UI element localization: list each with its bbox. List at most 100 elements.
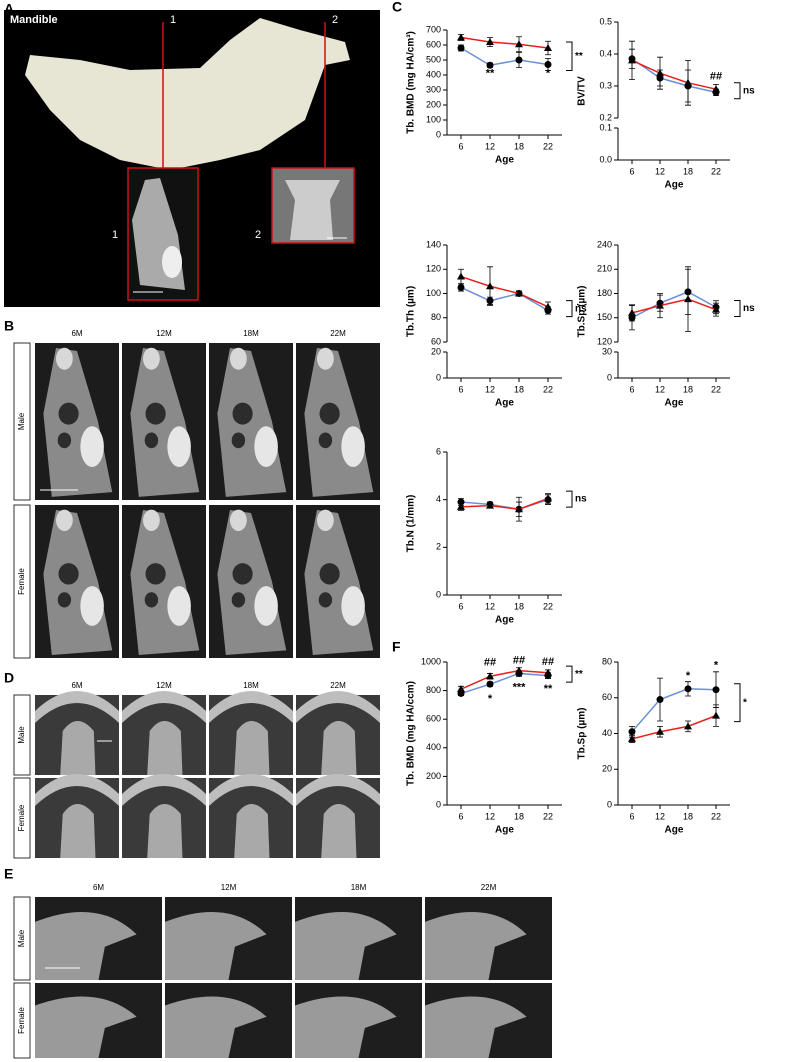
y-tick-label: 0.4 bbox=[599, 48, 612, 58]
y-tick-label: 0.1 bbox=[599, 122, 612, 132]
row-label-box bbox=[13, 896, 31, 981]
significance-mark: ** bbox=[544, 683, 553, 695]
y-tick-label: 300 bbox=[426, 84, 441, 94]
data-point bbox=[628, 308, 636, 316]
data-point bbox=[628, 728, 636, 736]
data-point bbox=[486, 38, 494, 45]
ct-arch bbox=[35, 774, 119, 806]
data-point bbox=[656, 69, 664, 77]
data-point bbox=[486, 61, 494, 69]
y-axis-label: Tb.N (1/mm) bbox=[406, 495, 417, 553]
ct-marrow bbox=[318, 432, 333, 449]
bracket-label: ** bbox=[575, 51, 583, 62]
ct-bone bbox=[295, 996, 397, 1058]
y-axis-label: BV/TV bbox=[577, 76, 588, 106]
y-tick-label: 0 bbox=[436, 372, 441, 382]
ct-marrow bbox=[319, 563, 340, 585]
y-tick-label: 210 bbox=[597, 264, 612, 274]
x-tick-label: 12 bbox=[485, 384, 495, 394]
x-tick-label: 6 bbox=[629, 811, 634, 821]
inset-label: 1 bbox=[112, 229, 118, 241]
x-tick-label: 6 bbox=[629, 384, 634, 394]
data-point bbox=[684, 295, 692, 303]
ct-marrow bbox=[145, 563, 166, 585]
data-point bbox=[544, 494, 552, 502]
ct-arch bbox=[122, 691, 206, 723]
row-label: Female bbox=[17, 1007, 26, 1034]
series-line bbox=[631, 688, 717, 733]
x-tick-label: 22 bbox=[543, 601, 553, 611]
x-tick-label: 18 bbox=[683, 811, 693, 821]
series-line bbox=[460, 669, 549, 690]
series-line bbox=[460, 275, 549, 308]
data-point bbox=[544, 302, 552, 310]
ct-marrow bbox=[58, 402, 79, 425]
data-point bbox=[486, 282, 494, 290]
data-point bbox=[628, 734, 636, 742]
x-tick-label: 12 bbox=[655, 384, 665, 394]
significance-mark: ## bbox=[542, 656, 554, 668]
ct-marrow bbox=[144, 592, 159, 608]
y-tick-label: 200 bbox=[426, 99, 441, 109]
ct-bone bbox=[165, 996, 267, 1058]
significance-mark: * bbox=[546, 67, 551, 79]
ct-incisor bbox=[317, 347, 334, 370]
x-axis-label: Age bbox=[665, 398, 684, 409]
bracket bbox=[566, 41, 573, 71]
data-point bbox=[684, 722, 692, 730]
ct-arch bbox=[209, 691, 293, 723]
ct-arch bbox=[35, 691, 119, 723]
row-label-box bbox=[13, 777, 31, 859]
y-tick-label: 200 bbox=[426, 771, 441, 781]
ct-incisor bbox=[56, 347, 73, 370]
column-header: 6M bbox=[93, 883, 104, 892]
section-marker: 2 bbox=[332, 14, 338, 26]
ct-arch bbox=[122, 774, 206, 806]
y-tick-label: 0.0 bbox=[599, 154, 612, 164]
series-line bbox=[460, 36, 549, 49]
bracket bbox=[734, 82, 741, 100]
x-tick-label: 22 bbox=[711, 384, 721, 394]
ct-tooth bbox=[80, 426, 104, 468]
row-label: Female bbox=[17, 568, 26, 595]
data-point bbox=[457, 272, 465, 280]
y-tick-label: 140 bbox=[426, 239, 441, 249]
panel-title: Mandible bbox=[10, 14, 58, 26]
column-header: 22M bbox=[481, 883, 497, 892]
significance-mark: * bbox=[714, 659, 719, 671]
x-tick-label: 6 bbox=[629, 166, 634, 176]
data-point bbox=[486, 672, 494, 680]
y-tick-label: 1000 bbox=[421, 656, 441, 666]
bracket-label: * bbox=[743, 697, 747, 708]
row-label-box bbox=[13, 342, 31, 501]
y-tick-label: 800 bbox=[426, 685, 441, 695]
significance-mark: * bbox=[686, 670, 691, 682]
ct-marrow bbox=[231, 592, 246, 608]
y-tick-label: 150 bbox=[597, 312, 612, 322]
ct-marrow bbox=[58, 563, 79, 585]
significance-mark: ## bbox=[710, 70, 722, 82]
ct-marrow bbox=[232, 402, 253, 425]
x-axis-label: Age bbox=[495, 155, 514, 166]
series-line bbox=[631, 714, 717, 740]
row-label: Male bbox=[17, 726, 26, 744]
row-label: Male bbox=[17, 929, 26, 947]
x-tick-label: 12 bbox=[655, 811, 665, 821]
y-tick-label: 40 bbox=[602, 728, 612, 738]
ct-marrow bbox=[319, 402, 340, 425]
x-tick-label: 22 bbox=[711, 811, 721, 821]
ct-marrow bbox=[231, 432, 246, 449]
y-tick-label: 0 bbox=[607, 799, 612, 809]
ct-condyle bbox=[60, 804, 96, 858]
column-header: 12M bbox=[221, 883, 237, 892]
data-point bbox=[515, 505, 523, 513]
x-tick-label: 12 bbox=[485, 601, 495, 611]
y-tick-label: 0 bbox=[607, 372, 612, 382]
data-point bbox=[515, 666, 523, 674]
x-tick-label: 12 bbox=[655, 166, 665, 176]
inset-label: 2 bbox=[255, 229, 261, 241]
data-point bbox=[684, 685, 692, 693]
y-tick-label: 20 bbox=[431, 346, 441, 356]
data-point bbox=[656, 727, 664, 735]
x-axis-label: Age bbox=[665, 180, 684, 191]
